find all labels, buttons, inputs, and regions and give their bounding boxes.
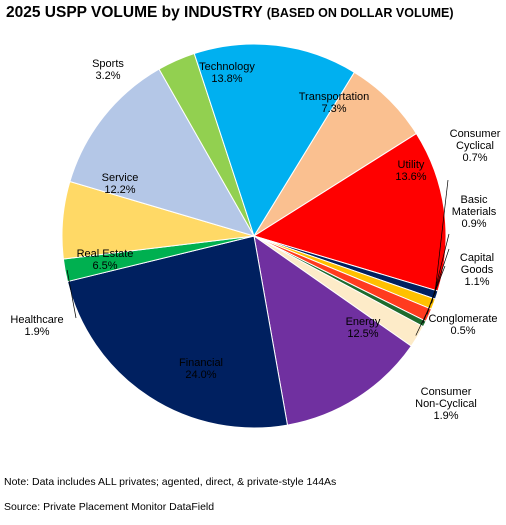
footnote: Note: Data includes ALL privates; agente… (4, 476, 337, 488)
slice-label-conglomerate: Conglomerate 0.5% (428, 313, 497, 337)
slice-label-transportation: Transportation 7.3% (299, 91, 370, 115)
slice-label-real-estate: Real Estate 6.5% (77, 248, 134, 272)
slice-label-consumer-non-cyclical: Consumer Non-Cyclical 1.9% (415, 386, 477, 422)
pie-slice-service (69, 68, 256, 237)
chart-title-main: 2025 USPP VOLUME by INDUSTRY (6, 4, 263, 21)
slice-label-sports: Sports 3.2% (92, 58, 124, 82)
leader-line-consumer-non-cyclical (415, 305, 431, 336)
pie-slice-energy (253, 234, 412, 426)
slice-label-consumer-cyclical: Consumer Cyclical 0.7% (450, 128, 501, 164)
leader-line-consumer-cyclical (434, 179, 449, 295)
slice-label-financial: Financial 24.0% (179, 357, 223, 381)
source-note: Source: Private Placement Monitor DataFi… (4, 501, 215, 513)
leader-line-healthcare (66, 269, 77, 319)
chart-title-sub: (BASED ON DOLLAR VOLUME) (266, 6, 454, 20)
slice-label-service: Service 12.2% (102, 172, 139, 196)
pie-slice-utility (252, 132, 447, 292)
chart-title: 2025 USPP VOLUME by INDUSTRY (BASED ON D… (6, 4, 454, 22)
pie-chart: Transportation 7.3% Utility 13.6% Consumer Cy… (10, 43, 501, 429)
slice-label-capital-goods: Capital Goods 1.1% (460, 252, 494, 288)
slice-label-technology: Technology 13.8% (199, 61, 255, 85)
slice-label-utility: Utility 13.6% (395, 159, 426, 183)
pie-slice-technology (193, 43, 356, 238)
pie-slice-financial (66, 235, 289, 429)
slice-label-energy: Energy 12.5% (346, 316, 381, 340)
slice-label-healthcare: Healthcare 1.9% (10, 314, 63, 338)
slice-label-basic-materials: Basic Materials 0.9% (452, 194, 497, 230)
